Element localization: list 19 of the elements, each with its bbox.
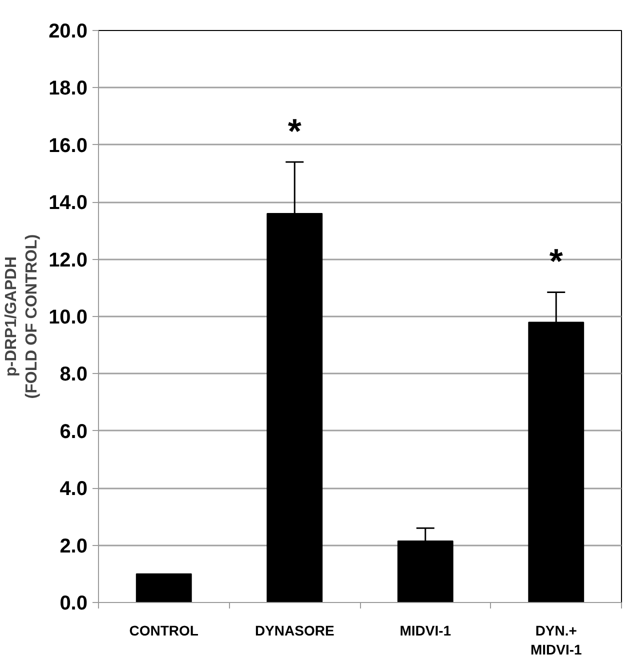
x-tick-label: CONTROL [129,622,199,638]
y-tick-label: 2.0 [60,535,88,558]
x-tick-label: DYN.+ MIDVI-1 [530,622,582,658]
y-axis-title: p-DRP1/GAPDH (FOLD OF CONTROL) [3,234,41,399]
bar [136,573,192,602]
y-tick-label: 8.0 [60,364,88,386]
y-tick-label: 20.0 [48,20,88,42]
y-tick-label: 14.0 [48,192,88,214]
y-tick-label: 18.0 [48,78,88,100]
y-tick-label: 10.0 [48,306,88,328]
x-tick-label: DYNASORE [254,622,334,638]
y-tick-label: 12.0 [48,249,88,272]
annotation: * [549,243,564,282]
y-tick-label: 6.0 [60,420,88,443]
annotation: * [288,113,302,152]
y-tick-label: 0.0 [60,592,88,614]
y-tick-label: 4.0 [60,478,88,500]
x-tick-label: MIDVI-1 [400,622,452,638]
y-tick-label: 16.0 [48,134,88,157]
